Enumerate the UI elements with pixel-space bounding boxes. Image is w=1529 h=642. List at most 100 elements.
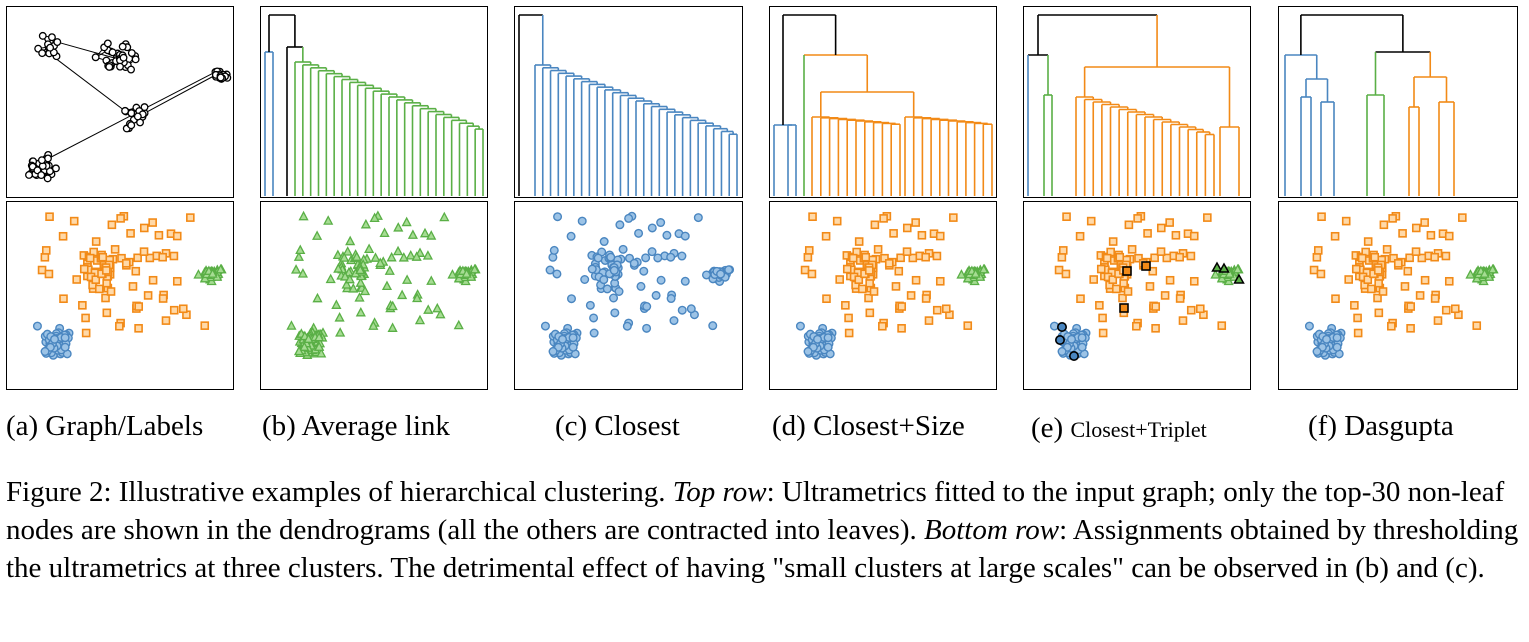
graph-node [127,49,136,57]
cluster-point [1406,324,1415,333]
cluster-point [1175,252,1184,262]
dendrogram [1027,14,1240,196]
scatter-plot [1304,211,1499,360]
cluster-point [133,253,142,263]
cluster-point [889,229,898,238]
cluster-point [869,287,879,296]
cluster-point [116,214,125,223]
cluster-point [40,347,50,357]
graph-node [38,49,47,58]
cluster-point [587,264,597,274]
cluster-point [636,281,646,291]
cluster-point [139,223,149,233]
cluster-point [580,274,590,284]
cluster-point [419,227,431,238]
cluster-point [169,305,179,315]
cluster-point [58,231,68,241]
cluster-point [552,269,562,279]
dendrogram [518,14,738,196]
cluster-point [355,264,366,275]
cluster-point [641,253,651,263]
cluster-point [807,269,817,279]
cluster-point [1366,284,1376,294]
cluster-point [822,294,831,304]
cluster-point [303,333,314,343]
cluster-point [312,230,323,240]
cluster-point [963,321,973,330]
cluster-point [397,289,408,300]
cluster-point [1054,265,1064,275]
cluster-point [1353,313,1362,323]
cluster-point [106,287,116,296]
cluster-point [60,342,70,352]
cluster-point [873,245,883,254]
cluster-point [1313,246,1323,255]
cluster-point [599,237,609,247]
cluster-point [1098,313,1107,323]
cluster-point [207,268,218,278]
cluster-point [639,266,649,276]
cluster-point [602,284,612,294]
cluster-point [642,302,652,312]
subfigure-label-a: (a) Graph/Labels [6,410,204,442]
graph-node [119,53,128,62]
cluster-point [609,293,619,303]
cluster-point [896,253,905,263]
cluster-point [629,258,639,268]
cluster-point [844,328,854,338]
cluster-point [79,264,89,274]
cluster-point [861,252,871,262]
scatter-plot [540,211,735,360]
cluster-point [407,229,418,239]
graph-node [103,39,112,48]
cluster-point [45,212,54,221]
cluster-point [677,305,687,315]
panel-e-dendrogram [1023,6,1251,198]
highlighted-point [1068,351,1079,362]
cluster-point [154,230,164,240]
cluster-point [387,300,398,311]
cluster-point [342,246,353,256]
cluster-point [1330,231,1340,241]
cluster-point [1363,275,1373,284]
panel-b-scatter [260,201,488,390]
cluster-point [921,294,931,303]
cluster-point [647,247,657,257]
cluster-point [1304,321,1314,331]
cluster-point [359,285,371,296]
cluster-point [1132,321,1141,331]
cluster-point [666,252,676,262]
cluster-point [1332,342,1342,352]
cluster-point [823,342,833,352]
cluster-point [72,275,81,284]
cluster-point [387,322,398,332]
cluster-point [314,331,325,342]
cluster-point [884,259,894,268]
cluster-point [1095,301,1104,310]
cluster-point [94,284,104,294]
cluster-point [864,266,874,275]
panel-e-scatter [1023,201,1251,390]
cluster-point [1178,316,1188,325]
cluster-point [599,275,609,285]
cluster-point [364,243,375,254]
cluster-point [1441,251,1451,261]
cluster-point [870,220,880,230]
cluster-point [370,252,381,262]
cluster-point [897,324,906,333]
cluster-point [1148,266,1158,276]
cluster-point [312,292,323,303]
cluster-point [40,252,50,262]
cluster-point [172,276,182,286]
cluster-point [821,231,831,241]
cluster-point [553,212,563,222]
cluster-point [1393,259,1403,268]
graph-edge [32,71,216,168]
cluster-point [842,264,852,274]
cluster-point [81,328,91,338]
cluster-point [422,250,433,260]
cluster-point [1444,231,1454,241]
graph-node [37,171,46,180]
cluster-point [402,274,413,284]
cluster-point [804,246,814,255]
